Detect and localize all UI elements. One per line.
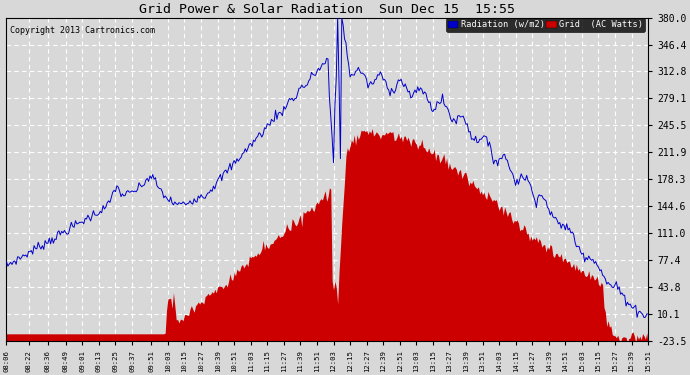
Text: Copyright 2013 Cartronics.com: Copyright 2013 Cartronics.com <box>10 26 155 35</box>
Title: Grid Power & Solar Radiation  Sun Dec 15  15:55: Grid Power & Solar Radiation Sun Dec 15 … <box>139 3 515 16</box>
Legend: Radiation (w/m2), Grid  (AC Watts): Radiation (w/m2), Grid (AC Watts) <box>446 18 645 32</box>
